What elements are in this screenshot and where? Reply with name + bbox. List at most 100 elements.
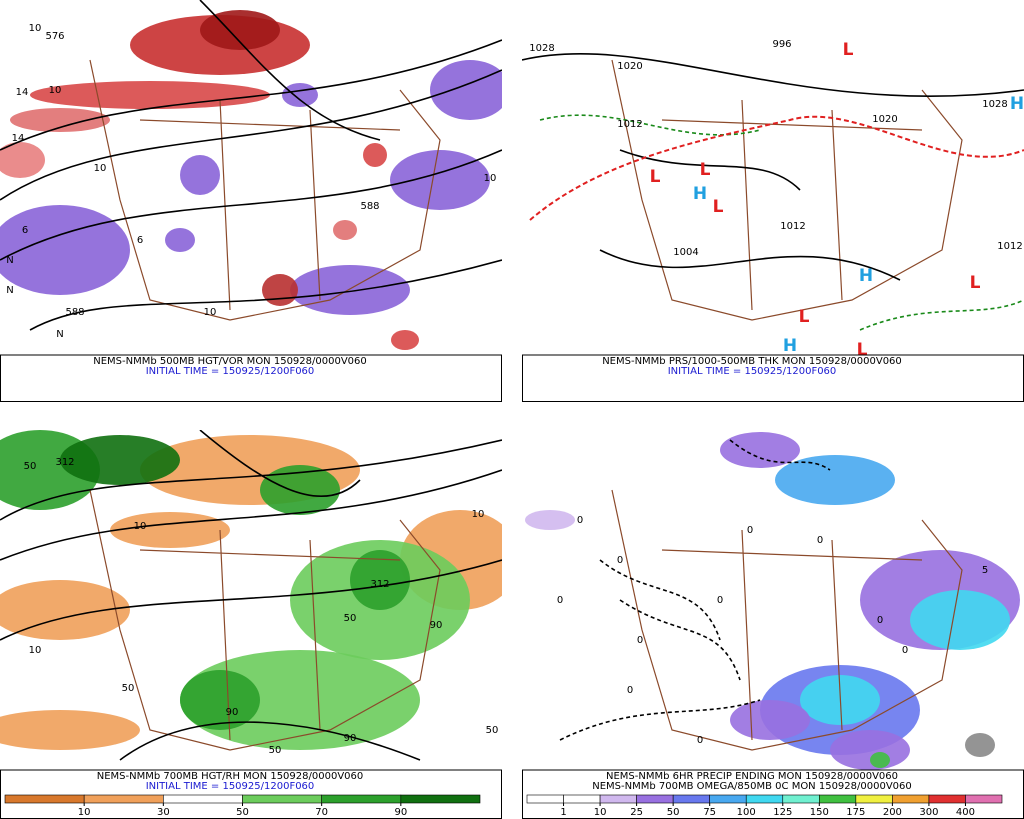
panel-caption: NEMS-NMMb 6HR PRECIP ENDING MON 150928/0… bbox=[606, 771, 898, 782]
contour-label: 0 bbox=[697, 735, 703, 746]
contour-label: 312 bbox=[55, 457, 74, 468]
colorbar-segment bbox=[745, 794, 784, 804]
contour-label: 996 bbox=[772, 39, 791, 50]
map-background bbox=[522, 0, 1024, 355]
contour-label: 50 bbox=[24, 461, 37, 472]
contour-label: 14 bbox=[16, 87, 29, 98]
shaded-field bbox=[0, 205, 130, 295]
shaded-field bbox=[200, 10, 280, 50]
shaded-field bbox=[430, 60, 502, 120]
pressure-center: L bbox=[843, 40, 854, 60]
shaded-field bbox=[391, 330, 419, 350]
contour-label: 50 bbox=[269, 745, 282, 756]
colorbar-label: 30 bbox=[157, 807, 170, 818]
contour-label: N bbox=[6, 285, 13, 296]
contour-label: 90 bbox=[226, 707, 239, 718]
shaded-field bbox=[260, 465, 340, 515]
contour-label: 0 bbox=[557, 595, 563, 606]
shaded-field bbox=[720, 432, 800, 468]
colorbar-segment bbox=[163, 794, 243, 804]
contour-label: 10 bbox=[29, 23, 42, 34]
contour-line bbox=[729, 439, 831, 471]
colorbar-segment bbox=[636, 794, 674, 804]
shaded-field bbox=[180, 670, 260, 730]
shaded-field bbox=[282, 83, 318, 107]
pressure-center: L bbox=[857, 340, 868, 360]
contour-label: 90 bbox=[430, 620, 443, 631]
shaded-field bbox=[60, 435, 180, 485]
contour-label: 5 bbox=[982, 565, 988, 576]
colorbar-label: 150 bbox=[810, 807, 829, 818]
colorbar-segment bbox=[965, 794, 1003, 804]
shaded-field bbox=[262, 274, 298, 306]
colorbar-segment bbox=[321, 794, 402, 804]
contour-label: 50 bbox=[122, 683, 135, 694]
shaded-field bbox=[830, 730, 910, 770]
colorbar-label: 75 bbox=[703, 807, 716, 818]
contour-label: 10 bbox=[49, 85, 62, 96]
pressure-center: L bbox=[700, 160, 711, 180]
shaded-field bbox=[525, 510, 575, 530]
contour-label: 1028 bbox=[982, 99, 1007, 110]
panel-caption: NEMS-NMMb 500MB HGT/VOR MON 150928/0000V… bbox=[93, 356, 367, 367]
colorbar-label: 1 bbox=[560, 807, 566, 818]
contour-label: 10 bbox=[204, 307, 217, 318]
contour-label: 0 bbox=[747, 525, 753, 536]
contour-label: 50 bbox=[486, 725, 499, 736]
colorbar-segment bbox=[782, 794, 820, 804]
colorbar-segment bbox=[242, 794, 322, 804]
contour-label: 6 bbox=[137, 235, 143, 246]
colorbar-label: 200 bbox=[883, 807, 902, 818]
colorbar-label: 10 bbox=[78, 807, 91, 818]
pressure-center: L bbox=[970, 273, 981, 293]
pressure-center: L bbox=[799, 307, 810, 327]
map-area: 0 0 0 0 0 5 0 0 0 0 0 0 bbox=[522, 430, 1024, 770]
contour-label: 1012 bbox=[617, 119, 642, 130]
pressure-center: L bbox=[650, 167, 661, 187]
contour-label: 0 bbox=[817, 535, 823, 546]
colorbar-segment bbox=[892, 794, 930, 804]
shaded-field bbox=[0, 580, 130, 640]
colorbar-segment bbox=[599, 794, 637, 804]
contour-line bbox=[522, 53, 1024, 97]
panel-caption: NEMS-NMMb 700MB HGT/RH MON 150928/0000V0… bbox=[97, 771, 364, 782]
colorbar: 1 10 25 50 75 100 125 150 175 200 300 400 bbox=[526, 794, 1003, 818]
shaded-field bbox=[165, 228, 195, 252]
colorbar-segment bbox=[855, 794, 893, 804]
shaded-field bbox=[0, 710, 140, 750]
shaded-field bbox=[10, 108, 110, 132]
pressure-center: H bbox=[1010, 94, 1024, 114]
shaded-field bbox=[333, 220, 357, 240]
shaded-field bbox=[730, 700, 810, 740]
colorbar: 10 30 50 70 90 bbox=[4, 794, 481, 818]
colorbar-label: 10 bbox=[594, 807, 607, 818]
colorbar-label: 25 bbox=[630, 807, 643, 818]
contour-line bbox=[0, 39, 502, 151]
shaded-field bbox=[290, 265, 410, 315]
boundary-line bbox=[89, 59, 441, 321]
shaded-field bbox=[870, 752, 890, 768]
shaded-field bbox=[965, 733, 995, 757]
contour-label: 0 bbox=[902, 645, 908, 656]
contour-label: 0 bbox=[637, 635, 643, 646]
pressure-center: H bbox=[859, 266, 873, 286]
colorbar-label: 100 bbox=[737, 807, 756, 818]
shaded-field bbox=[350, 550, 410, 610]
shaded-field bbox=[910, 590, 1010, 650]
contour-label: 588 bbox=[360, 201, 379, 212]
panel-caption: NEMS-NMMb PRS/1000-500MB THK MON 150928/… bbox=[602, 356, 902, 367]
contour-label: 10 bbox=[484, 173, 497, 184]
contour-line bbox=[29, 259, 502, 331]
thickness-line bbox=[529, 115, 1024, 221]
contour-line bbox=[0, 69, 502, 201]
contour-line bbox=[0, 559, 502, 641]
contour-label: 0 bbox=[617, 555, 623, 566]
colorbar-segment bbox=[709, 794, 747, 804]
contour-label: 10 bbox=[472, 509, 485, 520]
contour-label: N bbox=[6, 255, 13, 266]
contour-line bbox=[619, 149, 801, 191]
contour-line bbox=[859, 299, 1024, 331]
